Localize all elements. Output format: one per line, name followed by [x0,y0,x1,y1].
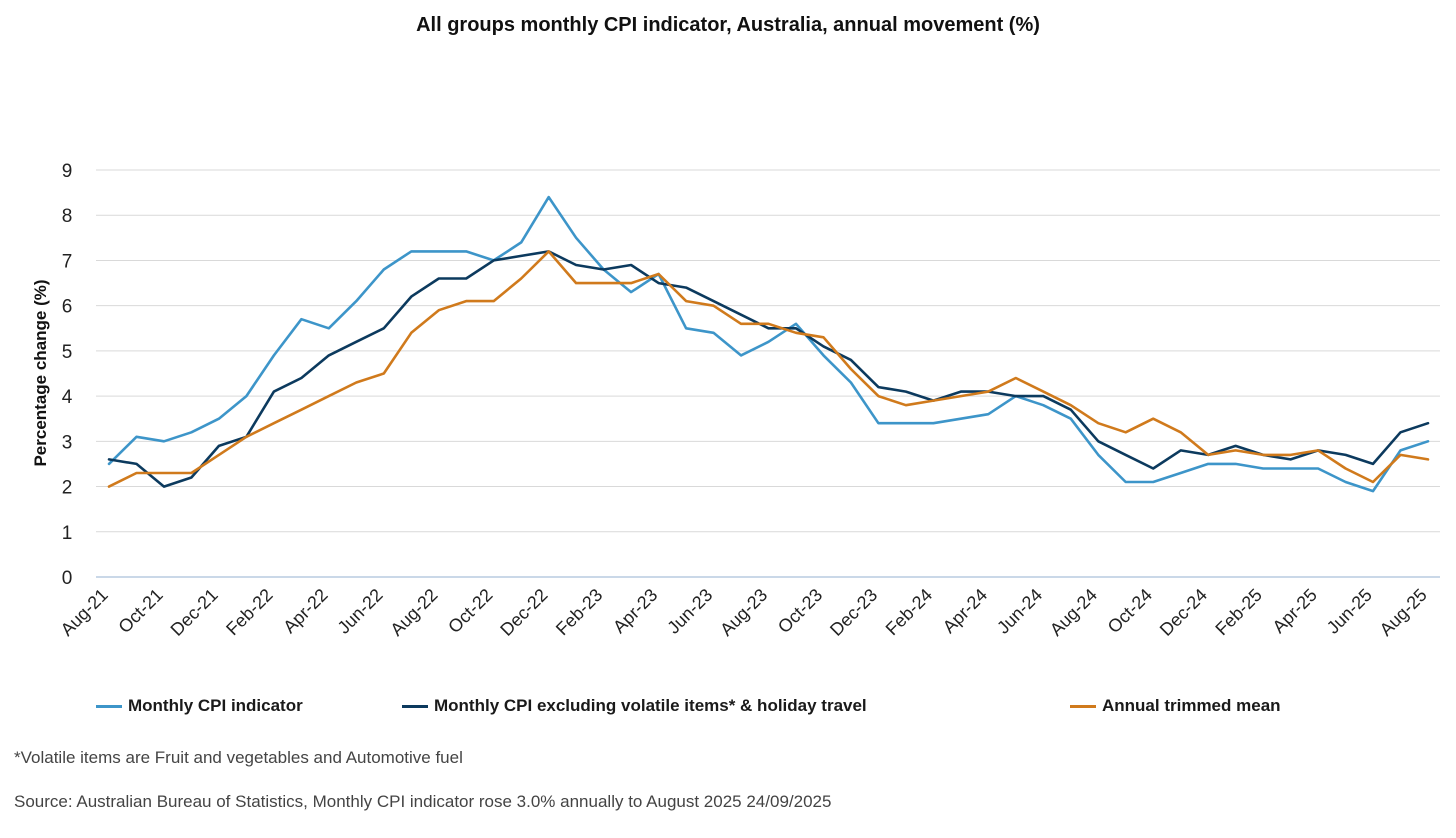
y-tick-label: 1 [62,523,73,544]
y-tick-label: 5 [62,342,73,363]
series-lines [107,195,1430,493]
x-tick-label: Apr-25 [1269,585,1321,637]
legend-label: Monthly CPI excluding volatile items* & … [434,696,867,715]
legend-swatch [96,704,122,708]
x-tick-label: Aug-21 [57,585,112,640]
x-tick-label: Dec-24 [1156,585,1211,640]
x-tick-labels: Aug-21 Oct-21 Dec-21 Feb-22 Apr-22 Jun-22 Aug-… [57,585,1431,640]
grid-lines [96,169,1440,578]
x-tick-label: Aug-25 [1376,585,1431,640]
x-tick-label: Jun-23 [663,585,716,638]
x-tick-label: Jun-22 [334,585,387,638]
x-tick-label: Aug-22 [386,585,441,640]
y-tick-labels: 0 1 2 3 4 5 6 7 8 9 [62,161,73,589]
x-tick-label: Apr-24 [939,585,991,637]
footnote: *Volatile items are Fruit and vegetables… [14,748,463,767]
x-tick-label: Aug-23 [716,585,771,640]
x-tick-label: Dec-22 [496,585,551,640]
x-tick-label: Dec-23 [826,585,881,640]
x-tick-label: Apr-23 [609,585,661,637]
legend-swatch [1070,704,1096,708]
x-tick-label: Apr-22 [279,585,331,637]
y-tick-label: 8 [62,206,73,227]
x-tick-label: Jun-25 [1323,585,1376,638]
x-tick-label: Oct-21 [114,585,166,637]
legend-label: Monthly CPI indicator [128,696,303,715]
y-tick-label: 6 [62,297,73,318]
legend-item-monthly-cpi: Monthly CPI indicator [96,696,303,716]
legend-item-monthly-cpi-excluding: Monthly CPI excluding volatile items* & … [402,696,867,716]
y-tick-label: 4 [62,387,73,408]
series-line-1 [107,195,1430,493]
x-tick-label: Oct-23 [774,585,826,637]
y-tick-label: 7 [62,251,73,272]
x-tick-label: Jun-24 [993,585,1046,638]
x-tick-label: Feb-25 [1211,585,1265,639]
y-tick-label: 2 [62,478,73,499]
series-line-3 [107,250,1430,488]
x-tick-label: Feb-24 [882,585,936,639]
x-tick-label: Aug-24 [1046,585,1101,640]
y-tick-label: 9 [62,161,73,182]
legend-label: Annual trimmed mean [1102,696,1281,715]
legend-swatch [402,704,428,708]
chart-title: All groups monthly CPI indicator, Austra… [416,14,1040,36]
y-tick-label: 0 [62,568,73,589]
legend-item-trimmed-mean: Annual trimmed mean [1070,696,1281,716]
y-tick-label: 3 [62,432,73,453]
x-tick-label: Oct-24 [1104,585,1156,637]
x-tick-label: Dec-21 [167,585,222,640]
x-tick-label: Oct-22 [444,585,496,637]
x-tick-label: Feb-23 [552,585,606,639]
y-axis-label: Percentage change (%) [31,279,50,466]
x-tick-label: Feb-22 [222,585,276,639]
source-note: Source: Australian Bureau of Statistics,… [14,792,832,811]
